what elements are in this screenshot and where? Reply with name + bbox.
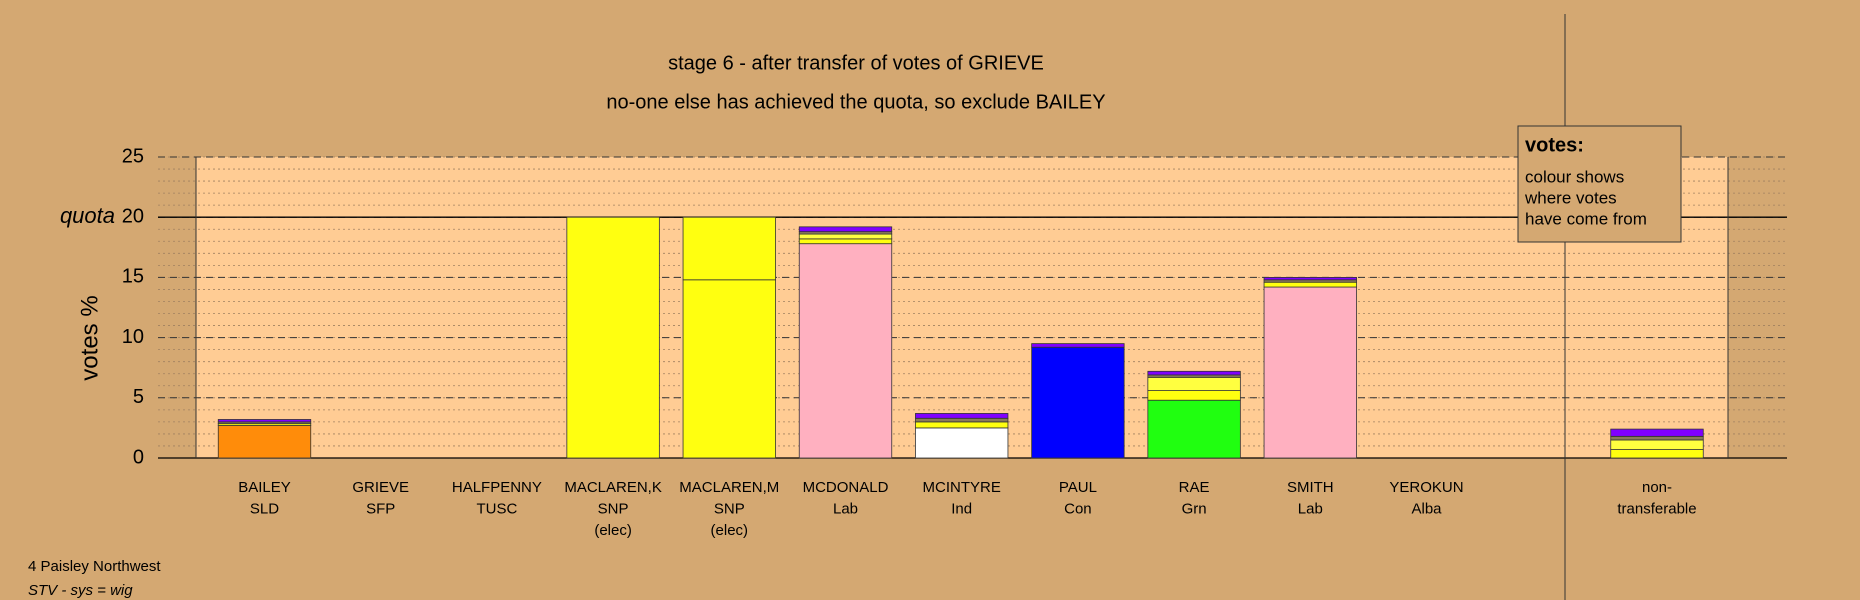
bar-segment [915,417,1009,423]
legend-text: have come from [1525,209,1647,228]
y-tick-label: 5 [133,386,144,408]
y-tick-label: 10 [122,326,144,348]
x-tick-label: Con [1064,500,1092,517]
y-axis-label: votes % [76,295,103,380]
bar-segment [1147,376,1241,391]
plot-area [196,157,1728,458]
bar-segment [1610,428,1704,437]
legend-text: where votes [1524,188,1617,207]
x-tick-label: Lab [833,500,858,517]
x-tick-label: MCINTYRE [923,479,1001,496]
bar-segment [915,421,1009,429]
bar-segment [682,216,776,281]
bar-segment [1263,286,1357,459]
x-tick-label: TUSC [476,500,517,517]
x-tick-label: GRIEVE [352,479,409,496]
bar-segment [1147,370,1241,376]
x-tick-label: MCDONALD [803,479,889,496]
bar-segment [1031,346,1125,459]
x-tick-label: SNP [598,500,629,517]
x-tick-label: YEROKUN [1389,479,1463,496]
bar-segment [915,413,1009,419]
bar-segment [1610,449,1704,459]
x-tick-label: HALFPENNY [452,479,542,496]
x-tick-label: (elec) [594,522,632,539]
bar-segment [798,226,893,233]
bar-segment [798,243,893,459]
legend-box [1517,125,1682,243]
bar-segment [217,425,312,459]
x-tick-label: SLD [250,500,279,517]
x-tick-label: SFP [366,500,395,517]
x-tick-label: Lab [1298,500,1323,517]
quota-label: quota [60,203,115,228]
x-tick-label: MACLAREN,K [564,479,662,496]
y-tick-label: 25 [122,145,144,167]
legend-text: colour shows [1525,167,1624,186]
bar-segment [1610,435,1704,441]
bar-segment [1147,390,1241,401]
x-tick-label: MACLAREN,M [679,479,779,496]
y-tick-label: 15 [122,266,144,288]
bar-segment [798,238,893,245]
x-tick-label: BAILEY [238,479,291,496]
bar-segment [682,279,776,459]
x-tick-label: transferable [1617,500,1696,517]
bar-segment [1263,281,1357,288]
x-tick-label: SNP [714,500,745,517]
bar-segment [1610,439,1704,450]
x-tick-label: Grn [1182,500,1207,517]
chart-title: stage 6 - after transfer of votes of GRI… [668,52,1044,74]
footer: STV - sys = wig [28,582,133,599]
x-tick-label: PAUL [1059,479,1097,496]
chart-subtitle: no-one else has achieved the quota, so e… [606,91,1105,113]
y-tick-label: 20 [122,205,144,227]
footer: 4 Paisley Northwest [28,558,161,575]
grid [158,156,1787,459]
x-tick-label: Ind [951,500,972,517]
bar-segment [798,233,893,240]
bar-segment [217,419,312,423]
y-tick-label: 0 [133,446,144,468]
bars [217,216,1704,459]
x-tick-label: RAE [1179,479,1210,496]
x-tick-label: (elec) [711,522,749,539]
x-tick-label: SMITH [1287,479,1334,496]
x-tick-label: non- [1642,479,1672,496]
legend-title: votes: [1525,134,1584,156]
bar-segment [915,427,1009,459]
bar-segment [566,216,660,459]
bar-segment [1147,399,1241,459]
x-tick-label: Alba [1411,500,1442,517]
bar-segment [1263,276,1357,281]
bar-segment [1031,343,1125,348]
